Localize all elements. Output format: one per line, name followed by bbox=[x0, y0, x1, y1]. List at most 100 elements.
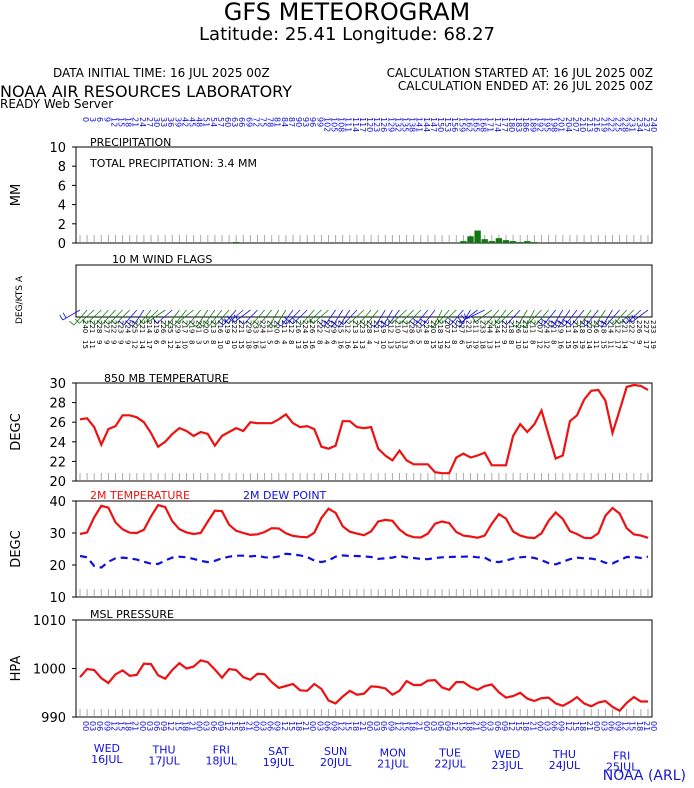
hour-label: 03 bbox=[315, 721, 324, 731]
precipitation-y-tick-label: 2 bbox=[58, 218, 66, 233]
hour-label: 06 bbox=[209, 721, 218, 731]
wind-barb bbox=[459, 309, 471, 328]
wind-speed-label: 10 bbox=[180, 340, 188, 349]
wind-barb-feather bbox=[460, 314, 466, 320]
forecast-hour-label: 48 bbox=[195, 117, 204, 127]
wind-direction-label: 220 bbox=[202, 320, 210, 333]
hour-label: 21 bbox=[358, 721, 367, 731]
wind-direction-label: 212 bbox=[287, 320, 295, 333]
hour-label: 21 bbox=[528, 721, 537, 731]
wind-barb-feather bbox=[218, 320, 224, 326]
wind-speed-label: 3 bbox=[195, 340, 203, 344]
temperature-2m-panel bbox=[75, 500, 653, 598]
precip-bar bbox=[517, 242, 524, 243]
precip-bar bbox=[524, 241, 531, 243]
forecast-hour-label: 102 bbox=[322, 117, 331, 132]
wind-barb-feather bbox=[589, 322, 595, 327]
wind-direction-label: 218 bbox=[436, 320, 444, 333]
hour-label: 00 bbox=[479, 721, 488, 731]
wind-direction-label: 244 bbox=[486, 320, 494, 334]
day-of-week-label: SUN bbox=[324, 745, 347, 758]
hour-label: 12 bbox=[621, 721, 630, 731]
forecast-hour-label: 174 bbox=[493, 117, 502, 132]
forecast-hour-label: 15 bbox=[117, 117, 126, 127]
wind-direction-label: 233 bbox=[479, 320, 487, 333]
wind-barb bbox=[274, 309, 287, 328]
forecast-hour-label: 111 bbox=[344, 117, 353, 132]
wind-speed-label: 16 bbox=[344, 340, 352, 349]
wind-speed-label: 8 bbox=[287, 340, 295, 344]
wind-barb bbox=[406, 309, 422, 325]
precip-bar bbox=[467, 236, 474, 243]
credit-label: NOAA (ARL) bbox=[602, 768, 686, 784]
forecast-hour-label: 168 bbox=[479, 117, 488, 132]
wind-barb-feather bbox=[69, 320, 75, 326]
wind-barb-feather bbox=[191, 323, 198, 328]
wind-barb-feather bbox=[402, 319, 408, 325]
wind-direction-label: 227 bbox=[102, 320, 110, 333]
wind-barb-feather bbox=[427, 324, 434, 329]
wind-direction-label: 211 bbox=[564, 320, 572, 333]
wind-barb-feather bbox=[90, 320, 96, 326]
wind-barb-feather bbox=[230, 317, 235, 323]
wind-direction-label: 213 bbox=[209, 320, 217, 333]
temperature-850mb-y-tick-label: 26 bbox=[49, 416, 66, 431]
wind-speed-label: 5 bbox=[266, 340, 274, 344]
date-label: 17JUL bbox=[148, 755, 180, 768]
precipitation-y-tick-label: 10 bbox=[49, 141, 66, 156]
wind-direction-label: 221 bbox=[621, 320, 629, 333]
wind-speed-label: 4 bbox=[280, 340, 288, 345]
wind-direction-label: 228 bbox=[95, 320, 103, 333]
date-label: 20JUL bbox=[320, 756, 352, 769]
precip-bar bbox=[460, 241, 467, 243]
wind-speed-label: 6 bbox=[159, 340, 167, 345]
wind-barb-feather bbox=[127, 322, 133, 327]
forecast-hour-label: 78 bbox=[266, 117, 275, 127]
hour-label: 15 bbox=[571, 721, 580, 731]
wind-speed-label: 13 bbox=[521, 340, 529, 349]
wind-direction-label: 210 bbox=[393, 320, 401, 333]
wind-barb-feather bbox=[494, 319, 500, 325]
wind-speed-label: 15 bbox=[429, 340, 437, 349]
wind-barb bbox=[156, 309, 173, 324]
wind-barb-feather bbox=[369, 323, 375, 328]
wind-direction-label: 219 bbox=[188, 320, 196, 333]
wind-direction-label: 221 bbox=[550, 320, 558, 333]
precip-bar bbox=[481, 239, 488, 243]
wind-barb-feather bbox=[353, 320, 359, 326]
wind-barb bbox=[292, 309, 308, 325]
wind-direction-label: 227 bbox=[322, 320, 330, 333]
wind-barb bbox=[485, 309, 500, 326]
wind-direction-label: 222 bbox=[315, 320, 323, 333]
calculation-started: CALCULATION STARTED AT: 16 JUL 2025 00Z bbox=[386, 66, 653, 80]
hour-label: 21 bbox=[472, 721, 481, 731]
wind-barb bbox=[138, 309, 152, 326]
wind-barb bbox=[348, 309, 365, 324]
hour-label: 00 bbox=[195, 721, 204, 731]
wind-direction-label: 223 bbox=[117, 320, 125, 333]
wind-barb bbox=[570, 309, 585, 326]
wind-direction-label: 229 bbox=[244, 320, 252, 333]
wind-speed-label: 13 bbox=[259, 340, 267, 349]
wind-direction-label: 221 bbox=[88, 320, 96, 333]
wind-flags-y-label: DEG/KTS A bbox=[15, 275, 25, 324]
hour-label: 06 bbox=[322, 721, 331, 731]
page-title: GFS METEOROGRAM bbox=[223, 0, 471, 26]
forecast-hour-label: 147 bbox=[429, 117, 438, 132]
wind-direction-label: 223 bbox=[521, 320, 529, 333]
wind-barb bbox=[466, 309, 485, 320]
wind-direction-label: 218 bbox=[507, 320, 515, 333]
temperature-850mb-y-tick-label: 28 bbox=[49, 397, 66, 412]
wind-direction-label: 224 bbox=[259, 320, 267, 334]
wind-speed-label: 6 bbox=[330, 340, 338, 345]
wind-barb bbox=[143, 309, 159, 325]
wind-barb-feather bbox=[488, 321, 494, 327]
hour-label: 00 bbox=[138, 721, 147, 731]
wind-speed-label: 14 bbox=[585, 340, 593, 349]
wind-direction-label: 216 bbox=[592, 320, 600, 334]
wind-barb-feather bbox=[608, 320, 614, 326]
wind-barb-feather bbox=[631, 314, 636, 320]
hour-label: 18 bbox=[294, 721, 303, 731]
hour-label: 06 bbox=[493, 721, 502, 731]
wind-barb-feather bbox=[412, 318, 418, 323]
